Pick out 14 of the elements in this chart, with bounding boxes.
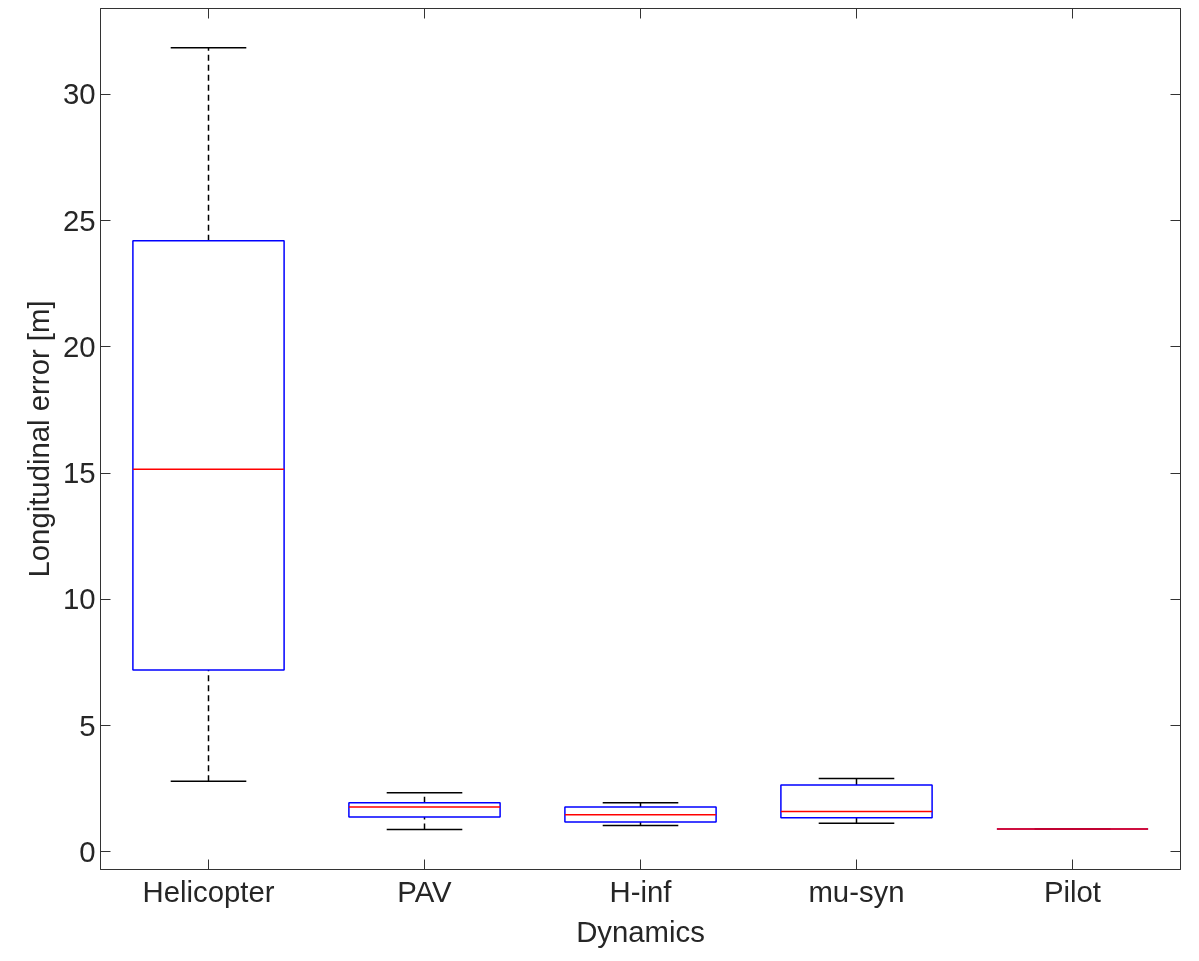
x-tick-label: Pilot <box>1043 874 1102 908</box>
x-tick-label: H-inf <box>609 874 673 908</box>
x-tick-label: Helicopter <box>142 874 275 908</box>
y-tick-label: 30 <box>62 77 96 111</box>
y-tick-label: 15 <box>62 456 96 490</box>
y-axis-title: Longitudinal error [m] <box>21 300 55 578</box>
x-axis-title: Dynamics <box>576 914 705 948</box>
y-tick-label: 25 <box>62 203 96 237</box>
x-tick-label: mu-syn <box>808 874 905 908</box>
y-tick-label: 20 <box>62 329 96 363</box>
y-tick-label: 0 <box>79 834 96 868</box>
y-tick-label: 10 <box>62 582 96 616</box>
x-tick-label: PAV <box>397 874 453 908</box>
y-tick-label: 5 <box>79 708 96 742</box>
